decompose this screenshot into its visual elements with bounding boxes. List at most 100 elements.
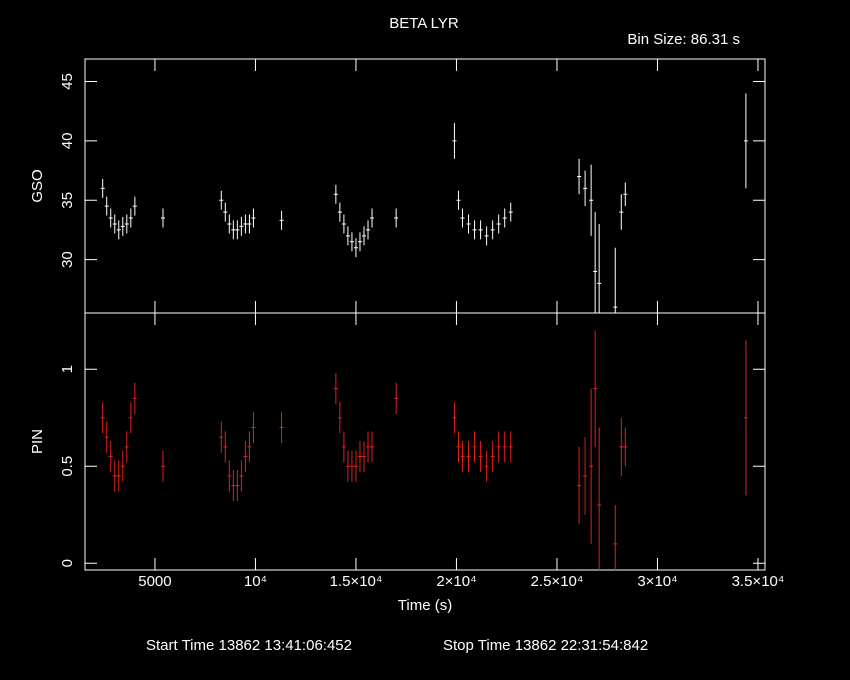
start-time: Start Time 13862 13:41:06:452 — [146, 637, 352, 654]
error-bar — [251, 208, 256, 228]
error-bar — [394, 382, 399, 414]
y-tick-label: 0 — [59, 559, 76, 567]
error-bar — [235, 220, 240, 240]
error-bar — [353, 238, 358, 258]
error-bar — [120, 216, 125, 236]
error-bar — [112, 214, 117, 234]
error-bar — [623, 427, 628, 467]
error-bar — [472, 220, 477, 240]
error-bar — [496, 431, 501, 463]
error-bar — [478, 220, 483, 240]
error-bar — [341, 214, 346, 234]
y-tick-label: 0.5 — [59, 456, 76, 477]
error-bar — [589, 164, 594, 236]
error-bar — [243, 441, 248, 473]
error-bar — [460, 441, 465, 473]
error-bar — [120, 450, 125, 482]
y-tick-label: 35 — [59, 192, 76, 209]
stop-time: Stop Time 13862 22:31:54:842 — [443, 637, 648, 654]
error-bar — [353, 450, 358, 482]
error-bar — [243, 214, 248, 234]
error-bar — [132, 382, 137, 414]
error-bar — [484, 226, 489, 246]
error-bar — [496, 214, 501, 234]
error-bar — [508, 431, 513, 463]
error-bar — [593, 330, 598, 447]
error-bar — [227, 214, 232, 234]
bin-size: Bin Size: 86.31 s — [627, 31, 740, 48]
error-bar — [279, 411, 284, 443]
error-bar — [357, 232, 362, 252]
error-bar — [456, 431, 461, 463]
error-bar — [490, 220, 495, 240]
x-tick-label: 2.5×10⁴ — [531, 573, 584, 590]
error-bar — [247, 431, 252, 463]
error-bar — [490, 441, 495, 473]
error-bar — [128, 208, 133, 228]
error-bar — [583, 437, 588, 515]
error-bar — [124, 214, 129, 234]
error-bar — [452, 123, 457, 159]
error-bar — [231, 470, 236, 502]
error-bar — [239, 460, 244, 492]
error-bar — [456, 190, 461, 210]
error-bar — [370, 431, 375, 463]
error-bar — [341, 431, 346, 463]
error-bar — [583, 170, 588, 207]
error-bar — [466, 441, 471, 473]
error-bar — [743, 340, 748, 496]
error-bar — [251, 411, 256, 443]
error-bar — [394, 208, 399, 228]
x-tick-label: 5000 — [138, 573, 171, 590]
x-tick-label: 3.5×10⁴ — [732, 573, 785, 590]
error-bar — [502, 431, 507, 463]
error-bar — [349, 450, 354, 482]
error-bar — [460, 208, 465, 228]
y-tick-label: 40 — [59, 133, 76, 150]
x-axis-label: Time (s) — [398, 597, 452, 614]
x-tick-label: 1.5×10⁴ — [330, 573, 383, 590]
error-bar — [100, 178, 105, 198]
error-bar — [337, 202, 342, 222]
error-bar — [345, 226, 350, 246]
error-bar — [484, 450, 489, 482]
error-bar — [279, 210, 284, 230]
x-tick-label: 2×10⁴ — [436, 573, 476, 590]
chart-title: BETA LYR — [389, 15, 459, 32]
error-bar — [597, 223, 602, 313]
y-tick-label: 1 — [59, 365, 76, 373]
error-bar — [160, 208, 165, 228]
error-bar — [112, 460, 117, 492]
error-bar — [108, 208, 113, 228]
error-bar — [124, 431, 129, 463]
error-bar — [361, 441, 366, 473]
error-bar — [366, 431, 371, 463]
error-bar — [333, 373, 338, 405]
error-bar — [370, 208, 375, 228]
error-bar — [132, 196, 137, 216]
error-bar — [502, 208, 507, 228]
error-bar — [104, 421, 109, 453]
error-bar — [227, 460, 232, 492]
error-bar — [160, 450, 165, 482]
error-bar — [219, 190, 224, 210]
error-bar — [466, 214, 471, 234]
error-bar — [619, 417, 624, 476]
error-bar — [116, 460, 121, 492]
error-bar — [219, 421, 224, 453]
error-bar — [247, 214, 252, 234]
error-bar — [478, 441, 483, 473]
error-bar — [235, 470, 240, 502]
error-bar — [589, 388, 594, 544]
error-bar — [345, 450, 350, 482]
error-bar — [472, 431, 477, 463]
x-tick-label: 10⁴ — [244, 573, 267, 590]
error-bar — [100, 402, 105, 434]
y-axis-label: GSO — [29, 169, 46, 202]
error-bar — [452, 402, 457, 434]
error-bar — [337, 402, 342, 434]
y-tick-label: 45 — [59, 73, 76, 90]
error-bar — [619, 194, 624, 230]
